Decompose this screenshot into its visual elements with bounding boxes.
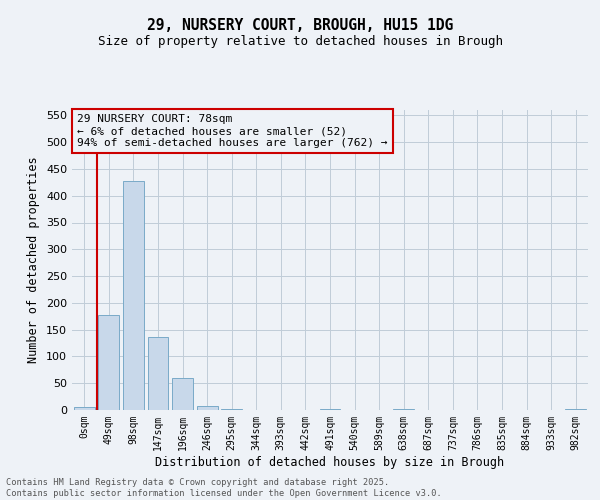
Bar (123, 180, 144, 410)
Bar (74, 408, 95, 410)
Text: Size of property relative to detached houses in Brough: Size of property relative to detached ho… (97, 35, 503, 48)
Bar (172, 378, 193, 410)
Bar (197, 406, 218, 410)
Bar (221, 409, 242, 410)
Bar (148, 337, 169, 410)
Bar (98, 314, 119, 410)
Text: Contains HM Land Registry data © Crown copyright and database right 2025.
Contai: Contains HM Land Registry data © Crown c… (6, 478, 442, 498)
Bar (320, 409, 340, 410)
Y-axis label: Number of detached properties: Number of detached properties (28, 156, 40, 364)
X-axis label: Distribution of detached houses by size in Brough: Distribution of detached houses by size … (155, 456, 505, 468)
Text: 29, NURSERY COURT, BROUGH, HU15 1DG: 29, NURSERY COURT, BROUGH, HU15 1DG (147, 18, 453, 32)
Text: 29 NURSERY COURT: 78sqm
← 6% of detached houses are smaller (52)
94% of semi-det: 29 NURSERY COURT: 78sqm ← 6% of detached… (77, 114, 388, 148)
